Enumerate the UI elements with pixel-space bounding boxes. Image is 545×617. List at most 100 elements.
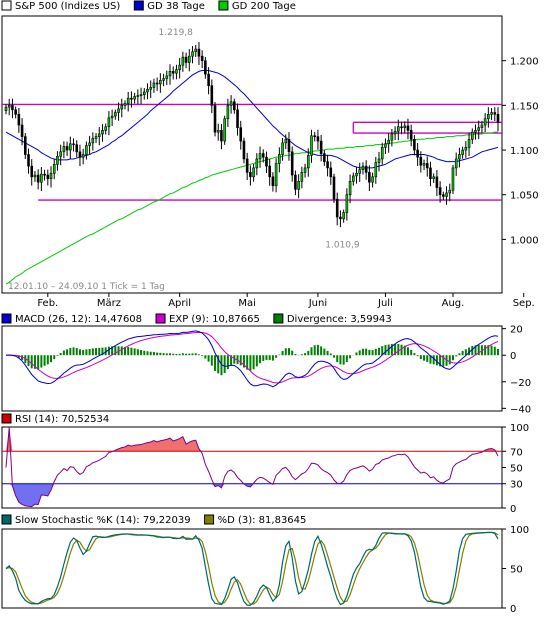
price-xtick-2: April [168, 298, 191, 309]
price-candle-body-59 [194, 48, 198, 53]
price-ytick-0: 1.200 [510, 57, 539, 68]
price-candle-body-77 [252, 167, 255, 178]
price-candle-body-91 [297, 181, 300, 190]
price-candle-body-94 [306, 155, 310, 169]
price-candle-body-150 [487, 113, 490, 120]
price-candle-body-138 [448, 189, 452, 194]
price-candle-body-6 [23, 136, 27, 155]
price-candle-body-127 [413, 139, 416, 151]
price-candle-body-65 [213, 105, 217, 133]
price-annotation-low: 1.010,9 [325, 241, 360, 251]
price-candle-body-42 [139, 94, 143, 96]
price-candle-body-13 [46, 174, 50, 179]
price-candle-body-18 [62, 146, 66, 153]
price-candle-body-64 [210, 85, 214, 106]
price-candle-body-47 [155, 82, 159, 85]
price-candle-body-52 [171, 71, 175, 74]
price-candle-body-48 [159, 80, 162, 85]
stoch-legend-swatch-0 [1, 514, 12, 525]
price-candle-body-72 [236, 109, 239, 128]
price-candle-body-25 [85, 145, 88, 155]
stoch-ytick-1: 50 [510, 565, 523, 576]
price-candle-body-15 [52, 164, 56, 174]
price-candle-body-61 [200, 55, 204, 61]
rsi-ytick-3: 30 [510, 480, 523, 491]
price-range-label: 12.01.10 – 24.09.10 1 Tick = 1 Tag [8, 282, 165, 292]
price-candle-body-125 [406, 125, 410, 131]
panel-frame-2 [1, 426, 503, 509]
price-candle-body-108 [351, 175, 355, 182]
price-candle-body-60 [197, 48, 201, 57]
price-candle-body-105 [342, 212, 345, 220]
stoch-k-line [5, 531, 499, 606]
price-candle-body-46 [152, 82, 156, 88]
price-candle-body-29 [97, 133, 101, 137]
price-candle-body-40 [133, 96, 136, 100]
price-candle-body-55 [181, 56, 185, 66]
macd-legend-swatch-2 [273, 313, 284, 324]
price-candle-body-103 [335, 198, 339, 218]
price-candle-body-145 [470, 131, 474, 140]
price-legend-label-2: GD 200 Tage [232, 1, 296, 12]
price-candle-body-82 [268, 165, 271, 178]
macd-ytick-0: 20 [510, 325, 523, 336]
price-candle-body-21 [72, 143, 75, 146]
price-sma38-line [5, 70, 499, 169]
price-candle-body-100 [326, 161, 329, 169]
price-candle-body-22 [75, 144, 79, 153]
price-candle-body-93 [303, 167, 307, 173]
macd-ytick-2: −20 [510, 378, 531, 389]
price-legend-swatch-1 [133, 0, 144, 11]
price-candle-body-153 [496, 113, 500, 123]
price-candle-body-80 [261, 153, 265, 158]
macd-legend-label-2: Divergence: 3,59943 [287, 314, 392, 325]
price-candle-body-132 [429, 167, 432, 179]
price-candle-body-151 [490, 112, 493, 115]
price-candle-body-97 [316, 136, 320, 142]
price-ytick-4: 1.000 [510, 235, 539, 246]
price-candle-body-128 [416, 149, 419, 158]
price-candle-body-110 [358, 169, 362, 174]
panel-frame-3 [1, 528, 503, 609]
rsi-ytick-4: 0 [510, 504, 516, 515]
price-candle-body-112 [364, 165, 368, 173]
price-candle-body-78 [255, 158, 259, 169]
price-candle-body-133 [432, 176, 435, 179]
price-candle-body-12 [43, 173, 46, 176]
price-candle-body-70 [229, 101, 233, 106]
price-candle-body-36 [120, 105, 124, 110]
price-candle-body-85 [278, 154, 281, 164]
price-candle-body-51 [168, 71, 172, 77]
price-candle-body-144 [467, 139, 471, 148]
price-candle-body-9 [33, 174, 37, 178]
price-candle-body-62 [204, 60, 207, 75]
price-candle-body-3 [14, 109, 17, 115]
price-candle-body-63 [207, 73, 210, 86]
stoch-legend-label-0: Slow Stochastic %K (14): 79,22039 [15, 515, 191, 526]
price-xtick-3: Mai [238, 298, 256, 309]
price-candle-body-58 [191, 51, 194, 57]
price-candle-body-28 [94, 136, 98, 139]
price-candle-body-71 [233, 101, 236, 111]
price-candle-body-111 [361, 165, 365, 170]
macd-legend-swatch-0 [1, 313, 12, 324]
stoch-legend-swatch-1 [204, 514, 215, 525]
price-candle-body-106 [345, 194, 349, 213]
price-ytick-1: 1.150 [510, 101, 539, 112]
macd-line [5, 330, 499, 388]
macd-legend-label-0: MACD (26, 12): 14,47608 [15, 314, 142, 325]
price-candle-body-5 [20, 124, 24, 137]
price-candle-body-122 [397, 126, 400, 132]
price-candle-body-120 [390, 133, 394, 141]
price-candle-body-136 [442, 194, 445, 197]
price-candle-body-4 [17, 113, 21, 126]
stoch-ytick-2: 0 [510, 604, 516, 615]
price-candle-body-23 [78, 151, 82, 158]
price-candle-body-74 [242, 140, 246, 160]
price-candle-body-90 [294, 174, 297, 190]
price-candle-body-137 [445, 192, 448, 197]
price-candle-body-44 [146, 88, 149, 93]
price-xtick-1: März [97, 298, 121, 309]
price-candle-body-139 [451, 167, 455, 191]
